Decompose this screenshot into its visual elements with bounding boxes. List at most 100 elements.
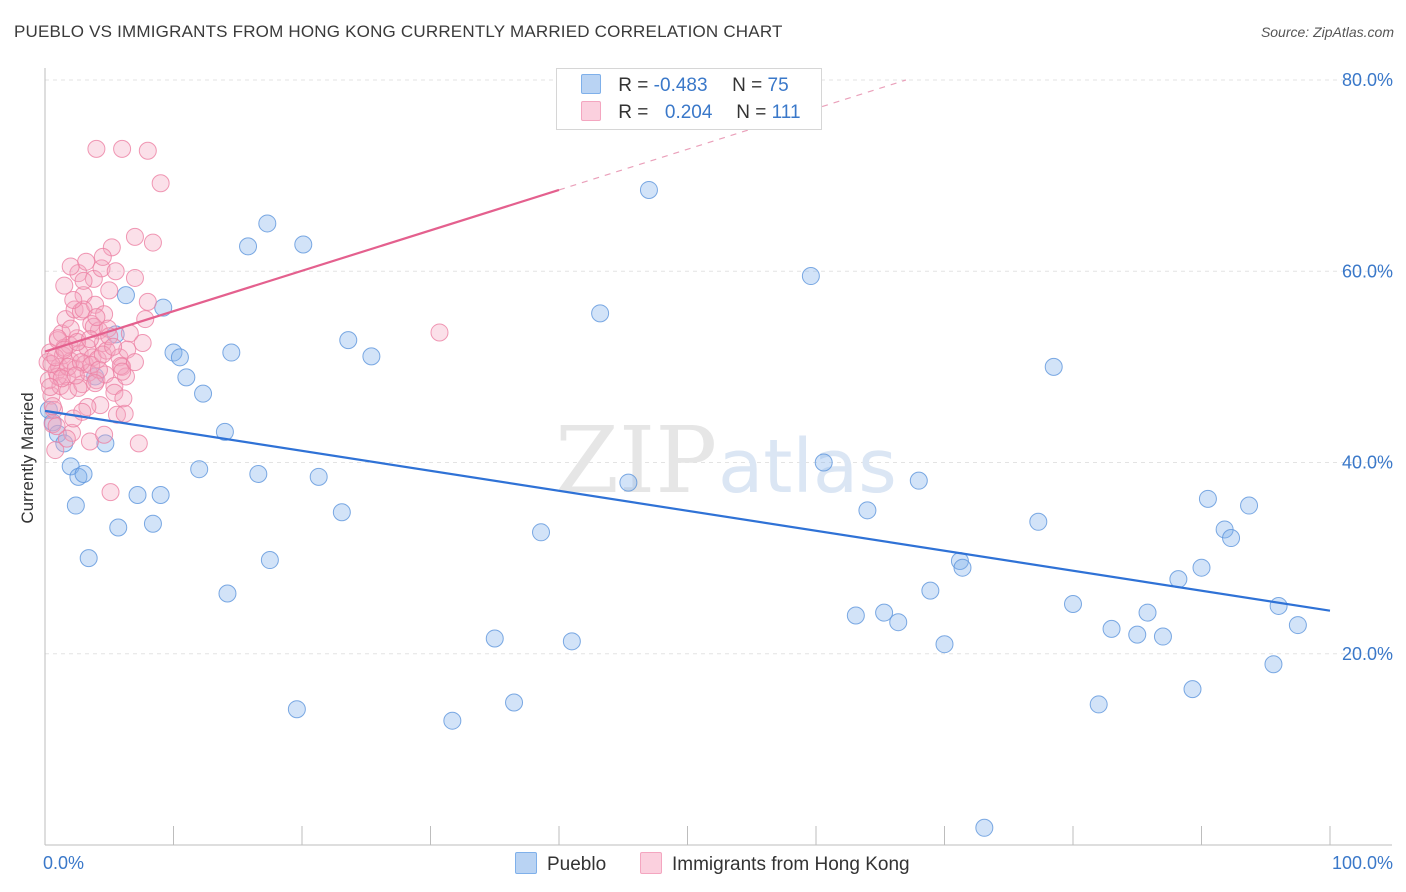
hong-kong-point	[113, 362, 132, 381]
hong-kong-point	[107, 405, 126, 424]
legend-swatch-pueblo	[581, 74, 601, 94]
bottom-legend-label-pueblo: Pueblo	[547, 854, 607, 875]
hong-kong-point	[93, 345, 112, 364]
hong-kong-point	[74, 286, 93, 305]
y-tick-label: 20.0%	[1342, 644, 1393, 664]
pueblo-point	[258, 214, 277, 233]
legend-r-value: 0.204	[664, 102, 713, 123]
hong-kong-point	[129, 434, 148, 453]
watermark-zip: ZIP	[555, 407, 717, 514]
hong-kong-point	[92, 259, 111, 278]
hong-kong-point	[64, 290, 83, 309]
pueblo-point	[151, 486, 170, 505]
pueblo-point	[1153, 627, 1172, 646]
hong-kong-point	[56, 310, 75, 329]
pueblo-point	[953, 558, 972, 577]
pueblo-point	[69, 467, 88, 486]
pueblo-point	[814, 453, 833, 472]
hong-kong-point	[47, 417, 66, 436]
pueblo-point	[505, 693, 524, 712]
pueblo-point	[260, 551, 279, 570]
trend-lines	[44, 79, 1331, 612]
pueblo-point	[1288, 616, 1307, 635]
hong-kong-point	[106, 262, 125, 281]
hong-kong-point	[93, 247, 112, 266]
bottom-legend-hong-kong: Immigrants from Hong Kong	[640, 852, 910, 876]
pueblo-point	[109, 518, 128, 537]
pueblo-point	[1044, 357, 1063, 376]
pueblo-point	[116, 286, 135, 305]
pueblo-point	[935, 635, 954, 654]
hong-kong-point	[105, 383, 124, 402]
hong-kong-point	[100, 281, 119, 300]
correlation-legend: R = -0.483 N = 75 R = 0.204 N = 111	[556, 68, 822, 130]
pueblo-point	[218, 584, 237, 603]
hong-kong-point	[111, 356, 130, 375]
pueblo-point	[332, 503, 351, 522]
hong-kong-point	[430, 323, 449, 342]
pueblo-point	[485, 629, 504, 648]
pueblo-point	[921, 581, 940, 600]
pueblo-point	[889, 613, 908, 632]
pueblo-point	[909, 471, 928, 490]
y-tick-label: 60.0%	[1342, 261, 1393, 281]
axes	[44, 68, 1392, 846]
hong-kong-point	[89, 360, 108, 379]
pueblo-point	[1102, 619, 1121, 638]
hong-kong-point	[125, 227, 144, 246]
hong-kong-point	[61, 257, 80, 276]
x-tick-label: 0.0%	[43, 853, 84, 873]
hong-kong-point	[115, 404, 134, 423]
pueblo-point	[143, 514, 162, 533]
hong-kong-point	[95, 425, 114, 444]
hong-kong-point	[125, 353, 144, 372]
pueblo-point	[339, 331, 358, 350]
pueblo-point	[875, 603, 894, 622]
hong-kong-point	[55, 276, 74, 295]
hong-kong-point	[151, 174, 170, 193]
hong-kong-point	[87, 308, 106, 327]
pueblo-point	[858, 501, 877, 520]
pueblo-point	[1222, 529, 1241, 548]
legend-row-pueblo: R = -0.483 N = 75	[581, 74, 789, 100]
y-axis-label: Currently Married	[18, 392, 37, 523]
x-tick-label: 100.0%	[1332, 853, 1393, 873]
pueblo-point	[74, 464, 93, 483]
y-tick-label: 40.0%	[1342, 453, 1393, 473]
pueblo-point	[222, 343, 241, 362]
legend-n-label: N =	[736, 102, 767, 123]
hong-kong-point	[86, 374, 105, 393]
pueblo-point	[1128, 625, 1147, 644]
hong-kong-point	[46, 441, 65, 460]
pueblo-point	[194, 384, 213, 403]
hong-kong-point	[105, 377, 124, 395]
grid-lines	[45, 79, 1392, 655]
pueblo-point	[239, 237, 258, 256]
pueblo-point	[1240, 496, 1259, 515]
legend-r-value: -0.483	[653, 75, 708, 96]
pueblo-point	[1198, 489, 1217, 508]
pueblo-point	[55, 434, 74, 453]
pueblo-point	[1264, 655, 1283, 674]
pueblo-point	[443, 711, 462, 730]
pueblo-point	[1269, 596, 1288, 615]
pueblo-point	[79, 549, 98, 568]
hong-kong-point	[138, 141, 157, 160]
legend-r-label: R =	[618, 102, 649, 123]
hong-kong-trend-line	[44, 188, 560, 353]
pueblo-point	[532, 523, 551, 542]
hong-kong-point	[87, 139, 106, 158]
pueblo-point	[846, 606, 865, 625]
source-credit: Source: ZipAtlas.com	[1260, 24, 1394, 40]
legend-n-value: 111	[771, 102, 801, 123]
hong-kong-point	[133, 333, 152, 352]
pueblo-trend-line	[44, 409, 1331, 612]
pueblo-point	[562, 632, 581, 651]
bottom-legend-swatch-hong-kong	[640, 852, 662, 874]
hong-kong-point	[114, 389, 133, 408]
hong-kong-point	[138, 292, 157, 311]
watermark: ZIP atlas	[555, 407, 897, 514]
legend-n-label: N =	[732, 75, 763, 96]
legend-swatch-hong-kong	[581, 101, 601, 121]
